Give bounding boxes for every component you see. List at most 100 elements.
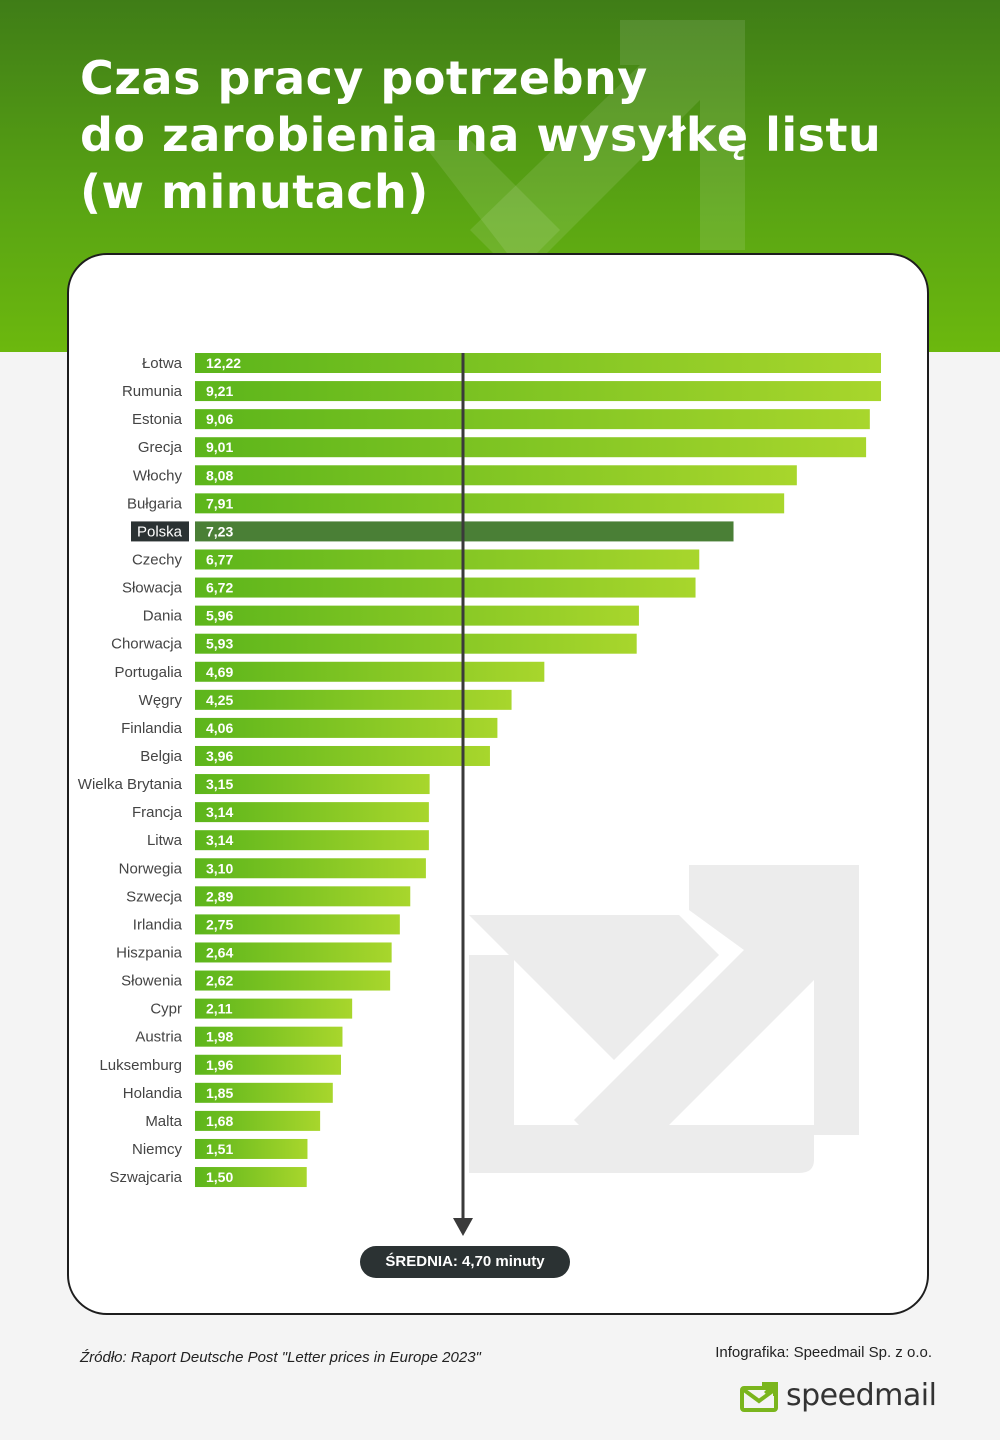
category-label-norwegia: Norwegia [119, 860, 183, 877]
envelope-watermark-icon [469, 865, 859, 1173]
bar-szwajcaria [195, 1167, 307, 1188]
category-label-chorwacja: Chorwacja [111, 636, 183, 653]
category-label-portugalia: Portugalia [114, 664, 182, 681]
speedmail-logo: speedmail [740, 1378, 937, 1414]
value-label-belgia: 3,96 [206, 748, 233, 764]
category-label-polska: Polska [137, 523, 183, 540]
bar-grecja [195, 437, 867, 458]
category-label-irlandia: Irlandia [133, 916, 183, 933]
bar-norwegia [195, 858, 426, 879]
category-label-bułgaria: Bułgaria [127, 495, 183, 512]
value-label-niemcy: 1,51 [206, 1141, 233, 1157]
bar-francja [195, 802, 429, 823]
value-label-bułgaria: 7,91 [206, 495, 233, 511]
bar-portugalia [195, 661, 545, 682]
value-label-finlandia: 4,06 [206, 720, 233, 736]
category-label-włochy: Włochy [133, 467, 183, 484]
bar-łotwa [195, 353, 881, 373]
value-label-słowenia: 2,62 [206, 973, 233, 989]
value-label-rumunia: 9,21 [206, 383, 233, 399]
category-label-wielka-brytania: Wielka Brytania [78, 776, 183, 793]
category-label-grecja: Grecja [138, 439, 183, 456]
value-label-francja: 3,14 [206, 804, 233, 820]
bar-irlandia [195, 914, 400, 935]
bar-litwa [195, 830, 429, 851]
category-label-finlandia: Finlandia [121, 720, 183, 737]
value-label-łotwa: 12,22 [206, 355, 241, 371]
value-label-norwegia: 3,10 [206, 860, 233, 876]
bar-estonia [195, 409, 870, 430]
value-label-szwecja: 2,89 [206, 888, 233, 904]
category-label-łotwa: Łotwa [142, 355, 183, 372]
bar-austria [195, 1026, 343, 1047]
value-label-litwa: 3,14 [206, 832, 233, 848]
value-label-chorwacja: 5,93 [206, 636, 233, 652]
category-label-holandia: Holandia [123, 1085, 183, 1102]
category-label-szwecja: Szwecja [126, 888, 183, 905]
bar-słowacja [195, 577, 696, 598]
header-arrow-watermark [420, 20, 745, 280]
category-label-niemcy: Niemcy [132, 1141, 183, 1158]
bar-słowenia [195, 970, 391, 991]
value-label-włochy: 8,08 [206, 467, 233, 483]
bar-rumunia [195, 381, 881, 402]
category-label-malta: Malta [145, 1113, 182, 1130]
bar-finlandia [195, 717, 498, 738]
value-label-czechy: 6,77 [206, 551, 233, 567]
category-label-słowacja: Słowacja [122, 580, 183, 597]
category-label-hiszpania: Hiszpania [116, 944, 183, 961]
category-label-szwajcaria: Szwajcaria [109, 1169, 182, 1186]
bar-niemcy [195, 1138, 308, 1159]
average-arrowhead [453, 1218, 473, 1236]
bar-włochy [195, 465, 797, 486]
value-label-luksemburg: 1,96 [206, 1057, 233, 1073]
value-label-wielka-brytania: 3,15 [206, 776, 233, 792]
value-label-dania: 5,96 [206, 608, 233, 624]
logo-text: speedmail [786, 1378, 937, 1413]
category-label-luksemburg: Luksemburg [99, 1057, 182, 1074]
value-label-cypr: 2,11 [206, 1001, 233, 1017]
category-label-cypr: Cypr [150, 1001, 182, 1018]
category-label-estonia: Estonia [132, 411, 183, 428]
title-line-3: (w minutach) [80, 165, 429, 219]
bar-bułgaria [195, 493, 785, 514]
source-note: Źródło: Raport Deutsche Post "Letter pri… [80, 1349, 481, 1366]
value-label-portugalia: 4,69 [206, 664, 233, 680]
bar-czechy [195, 549, 700, 570]
value-label-irlandia: 2,75 [206, 916, 233, 932]
value-label-austria: 1,98 [206, 1029, 233, 1045]
category-label-dania: Dania [143, 608, 183, 625]
category-label-belgia: Belgia [140, 748, 182, 765]
value-label-szwajcaria: 1,50 [206, 1169, 233, 1185]
category-label-austria: Austria [135, 1029, 182, 1046]
bar-chorwacja [195, 633, 637, 654]
value-label-węgry: 4,25 [206, 692, 233, 708]
value-label-holandia: 1,85 [206, 1085, 233, 1101]
bar-chart: Łotwa 12,22 Rumunia 9,21 Estonia 9,06 Grecja 9,… [78, 353, 881, 1236]
bar-wielka-brytania [195, 774, 430, 795]
bar-holandia [195, 1082, 333, 1103]
title-line-1: Czas pracy potrzebny [80, 51, 648, 105]
value-label-polska: 7,23 [206, 523, 233, 539]
bar-hiszpania [195, 942, 392, 963]
category-label-czechy: Czechy [132, 551, 183, 568]
value-label-grecja: 9,01 [206, 439, 233, 455]
category-label-węgry: Węgry [139, 692, 183, 709]
bar-cypr [195, 998, 353, 1019]
bar-szwecja [195, 886, 411, 907]
category-label-rumunia: Rumunia [122, 383, 183, 400]
average-badge: ŚREDNIA: 4,70 minuty [360, 1246, 570, 1278]
category-label-francja: Francja [132, 804, 183, 821]
value-label-hiszpania: 2,64 [206, 944, 233, 960]
highlight-label-bg [131, 521, 189, 542]
value-label-estonia: 9,06 [206, 411, 233, 427]
category-label-litwa: Litwa [147, 832, 183, 849]
envelope-logo-icon [740, 1382, 778, 1412]
value-label-słowacja: 6,72 [206, 580, 233, 596]
page-title: Czas pracy potrzebny do zarobienia na wy… [80, 50, 940, 221]
credit-note: Infografika: Speedmail Sp. z o.o. [715, 1344, 932, 1361]
value-label-malta: 1,68 [206, 1113, 233, 1129]
bar-dania [195, 605, 639, 626]
bar-belgia [195, 745, 490, 766]
title-line-2: do zarobienia na wysyłkę listu [80, 108, 882, 162]
